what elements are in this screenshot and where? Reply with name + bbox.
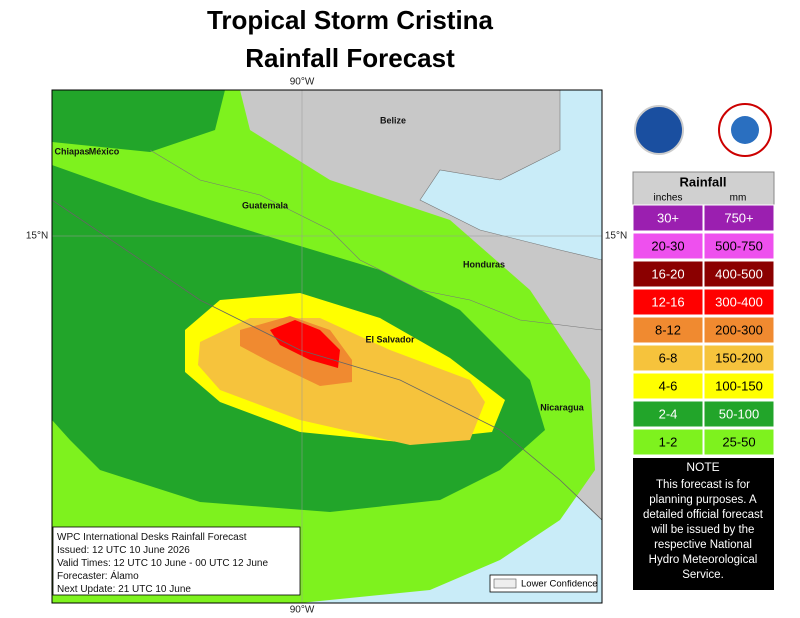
place-label: El Salvador: [365, 334, 415, 344]
lon-label: 90°W: [290, 77, 315, 88]
legend-swatch: [703, 288, 775, 316]
note-line: Hydro Meteorological: [649, 554, 758, 566]
legend: Rainfall inches mm 30+ 750+ 20-30 500-750 16…: [632, 171, 775, 456]
info-lines: WPC International Desks Rainfall Forecas…: [57, 532, 268, 595]
legend-mm: 50-100: [719, 406, 759, 421]
legend-mm: 25-50: [722, 434, 755, 449]
legend-inches: 4-6: [659, 378, 678, 393]
legend-mm: 500-750: [715, 238, 763, 253]
legend-swatch: [703, 260, 775, 288]
info-line: Issued: 12 UTC 10 June 2026: [57, 545, 190, 556]
legend-inches: 12-16: [651, 294, 684, 309]
note-box: [633, 458, 774, 590]
legend-swatch: [703, 372, 775, 400]
place-label: Honduras: [463, 259, 505, 269]
legend-swatch: [703, 204, 775, 232]
legend-inches: 16-20: [651, 266, 684, 281]
legend-inches: 6-8: [659, 350, 678, 365]
legend-unit: inches: [654, 193, 683, 204]
border: [149, 149, 602, 331]
legend-unit: mm: [730, 193, 747, 204]
legend-swatch: [703, 344, 775, 372]
place-label: Nicaragua: [540, 402, 585, 412]
legend-swatch: [632, 204, 704, 232]
title-line: Tropical Storm Cristina: [207, 5, 494, 35]
place-label: Belize: [380, 115, 406, 125]
legend-swatch: [632, 288, 704, 316]
legend-title: Rainfall: [680, 174, 727, 189]
legend-mm: 150-200: [715, 350, 763, 365]
title-line: Rainfall Forecast: [245, 43, 455, 73]
legend-rows: 30+ 750+ 20-30 500-750 16-20 400-500 12-16 300-…: [632, 204, 775, 456]
note-title: NOTE: [686, 460, 719, 474]
note-lines: This forecast is for planning purposes. A…: [643, 479, 764, 581]
legend-inches: 1-2: [659, 434, 678, 449]
place-label: Chiapas: [54, 146, 89, 156]
agency-logo: [731, 116, 759, 144]
legend-swatch: [632, 232, 704, 260]
note: NOTE This forecast is for planning purpos…: [633, 458, 774, 590]
legend-mm: 750+: [724, 210, 753, 225]
legend-mm: 100-150: [715, 378, 763, 393]
confidence-label: Lower Confidence: [521, 579, 598, 590]
info-line: WPC International Desks Rainfall Forecas…: [57, 532, 247, 543]
place-label: México: [89, 146, 120, 156]
legend-swatch: [632, 316, 704, 344]
note-line: will be issued by the: [651, 524, 755, 536]
legend-mm: 200-300: [715, 322, 763, 337]
legend-swatch: [632, 344, 704, 372]
legend-swatch: [703, 232, 775, 260]
legend-swatch: [632, 400, 704, 428]
place-label: Guatemala: [242, 200, 289, 210]
lat-label: 15°N: [26, 231, 48, 242]
coastline: [52, 199, 602, 521]
logos: [634, 103, 772, 157]
info-line: Next Update: 21 UTC 10 June: [57, 584, 191, 595]
rain-area-12-16: [270, 320, 340, 368]
hatch-swatch: [493, 578, 517, 589]
agency-logo: [634, 105, 684, 155]
info-line: Valid Times: 12 UTC 10 June - 00 UTC 12 …: [57, 558, 268, 569]
legend-header: [632, 171, 775, 206]
map-frame: [51, 89, 603, 604]
legend-mm: 400-500: [715, 266, 763, 281]
note-line: planning purposes. A: [649, 494, 757, 506]
legend-swatch: [703, 316, 775, 344]
legend-swatch: [632, 428, 704, 456]
legend-inches: 8-12: [655, 322, 681, 337]
legend-swatch: [703, 428, 775, 456]
note-line: This forecast is for: [656, 479, 750, 491]
legend-swatch: [632, 260, 704, 288]
info-box: [52, 526, 301, 596]
confidence-key: [489, 574, 598, 593]
lon-label: 90°W: [290, 605, 315, 616]
legend-inches: 30+: [657, 210, 679, 225]
legend-mm: 300-400: [715, 294, 763, 309]
lat-label: 15°N: [605, 231, 627, 242]
map: 90°W 90°W 15°N 15°N Belize Chiapas Méxic…: [26, 77, 627, 616]
note-line: detailed official forecast: [643, 509, 764, 521]
note-line: Service.: [682, 569, 724, 581]
info-line: Forecaster: Álamo: [57, 569, 139, 582]
legend-swatch: [632, 372, 704, 400]
legend-inches: 20-30: [651, 238, 684, 253]
legend-swatch: [703, 400, 775, 428]
rain-area-2-4: [52, 90, 225, 152]
legend-inches: 2-4: [659, 406, 678, 421]
note-line: respective National: [654, 539, 752, 551]
